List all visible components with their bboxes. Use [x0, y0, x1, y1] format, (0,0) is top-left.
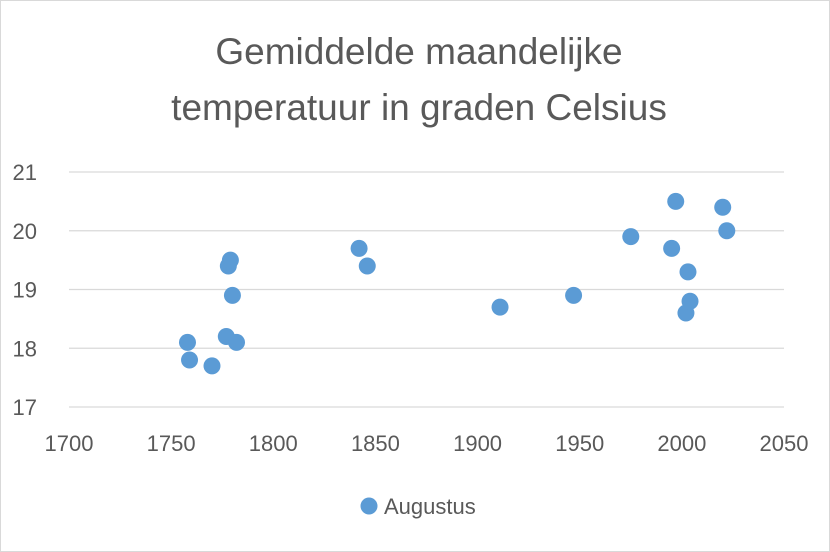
x-tick-label: 1800	[249, 431, 298, 456]
data-point	[223, 286, 241, 304]
y-tick-label: 20	[13, 219, 37, 244]
x-tick-label: 2050	[760, 431, 809, 456]
data-point	[679, 263, 697, 281]
legend: Augustus	[360, 494, 476, 519]
data-points	[178, 192, 736, 375]
data-point	[491, 298, 509, 316]
data-point	[714, 198, 732, 216]
x-tick-label: 1850	[351, 431, 400, 456]
data-point	[178, 333, 196, 351]
y-tick-label: 18	[13, 336, 37, 361]
chart-title: Gemiddelde maandelijke temperatuur in gr…	[171, 31, 667, 128]
data-point	[203, 357, 221, 375]
x-axis-ticks: 1700 1750 1800 1850 1900 1950 2000 2050	[45, 431, 809, 456]
legend-label: Augustus	[384, 494, 476, 519]
data-point	[350, 239, 368, 257]
y-axis-ticks: 17 18 19 20 21	[13, 160, 37, 420]
data-point	[221, 251, 239, 269]
data-point	[358, 257, 376, 275]
data-point	[681, 292, 699, 310]
x-tick-label: 1700	[45, 431, 94, 456]
data-point	[663, 239, 681, 257]
y-tick-label: 19	[13, 278, 37, 303]
data-point	[228, 333, 246, 351]
x-tick-label: 1750	[147, 431, 196, 456]
x-tick-label: 1950	[555, 431, 604, 456]
y-tick-label: 21	[13, 160, 37, 185]
data-point	[622, 228, 640, 246]
y-tick-label: 17	[13, 395, 37, 420]
x-tick-label: 1900	[453, 431, 502, 456]
data-point	[718, 222, 736, 240]
x-tick-label: 2000	[657, 431, 706, 456]
data-point	[181, 351, 199, 369]
chart-title-line-1: Gemiddelde maandelijke	[215, 31, 622, 72]
chart-title-line-2: temperatuur in graden Celsius	[171, 87, 667, 128]
data-point	[667, 192, 685, 210]
legend-marker	[360, 497, 378, 515]
data-point	[565, 286, 583, 304]
